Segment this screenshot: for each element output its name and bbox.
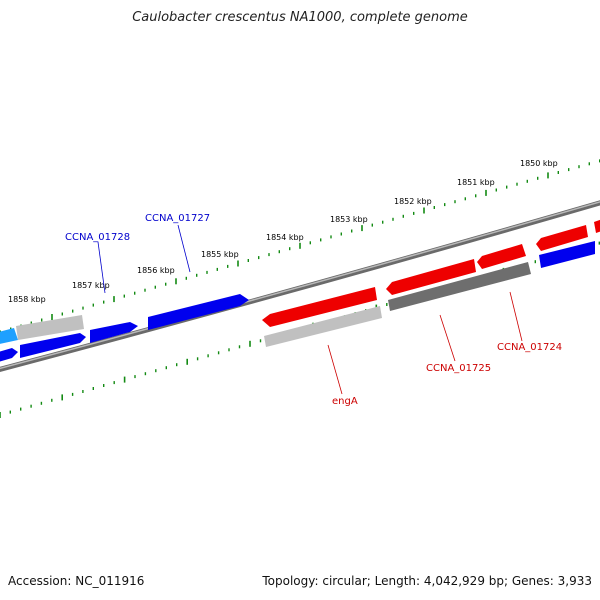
gene-label-ccna-01725[interactable]: CCNA_01725 (426, 363, 491, 374)
scale-label-1852: 1852 kbp (394, 197, 432, 206)
map-title: Caulobacter crescentus NA1000, complete … (132, 10, 468, 25)
gene-reverse-arrow[interactable] (20, 333, 86, 358)
gene-rna-arrow[interactable] (16, 315, 84, 340)
gene-highlight-arrow[interactable] (0, 328, 18, 345)
scale-label-1854: 1854 kbp (266, 233, 304, 242)
genome-backbone (0, 200, 600, 372)
gene-label-engA[interactable]: engA (332, 396, 358, 407)
gene-label-ccna-01724[interactable]: CCNA_01724 (497, 342, 562, 353)
gene-forward-arrow[interactable] (477, 244, 526, 269)
gene-engA-forward-arrow[interactable] (262, 287, 377, 327)
gene-ccna-01727-arrow[interactable] (148, 294, 249, 330)
gene-reverse-arrow[interactable] (90, 322, 138, 343)
label-connector (97, 241, 106, 294)
gene-forward-arrow[interactable] (386, 259, 476, 295)
gene-ccna-01725-arrow[interactable] (388, 262, 531, 311)
gene-ccna-01724-arrow[interactable] (536, 225, 588, 251)
gene-reverse-arrow[interactable] (0, 348, 18, 363)
genome-summary-text: Topology: circular; Length: 4,042,929 bp… (262, 574, 592, 588)
label-connector (327, 344, 343, 395)
label-connector (509, 291, 523, 342)
scale-label-1857: 1857 kbp (72, 281, 110, 290)
gene-engA-arrow[interactable] (264, 306, 382, 347)
gene-label-ccna-01728[interactable]: CCNA_01728 (65, 232, 130, 243)
scale-label-1851: 1851 kbp (457, 178, 495, 187)
scale-label-1850: 1850 kbp (520, 159, 558, 168)
scale-label-1858: 1858 kbp (8, 295, 46, 304)
scale-label-1856: 1856 kbp (137, 266, 175, 275)
label-connector (439, 314, 456, 362)
gene-reverse-arrow[interactable] (539, 241, 595, 268)
accession-text: Accession: NC_011916 (8, 574, 145, 588)
gene-label-ccna-01727[interactable]: CCNA_01727 (145, 213, 210, 224)
scale-label-1853: 1853 kbp (330, 215, 368, 224)
gene-forward-arrow[interactable] (594, 218, 600, 233)
scale-label-1855: 1855 kbp (201, 250, 239, 259)
label-connector (177, 224, 191, 273)
